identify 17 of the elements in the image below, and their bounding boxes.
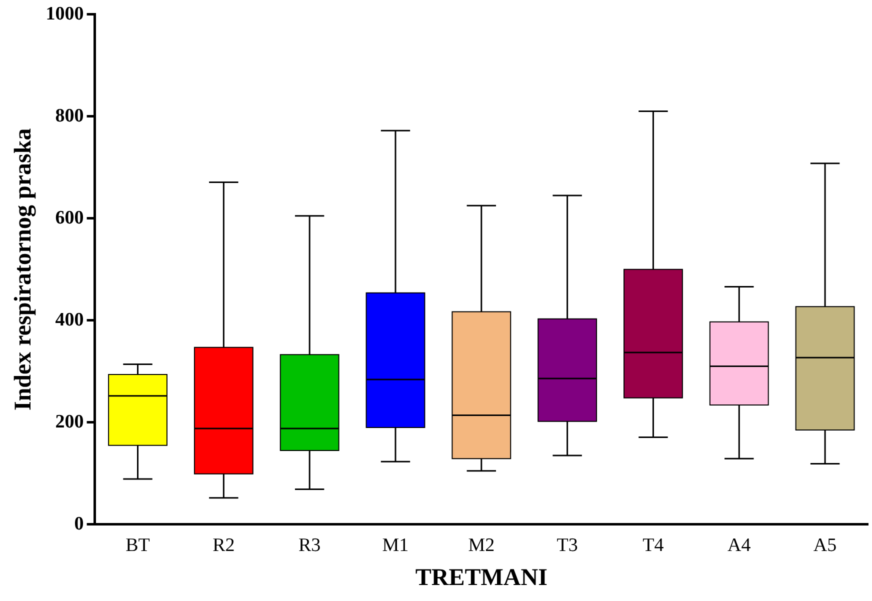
x-tick-label: A5 [813,534,837,556]
x-tick-label: R3 [298,534,321,556]
x-axis-title: TRETMANI [415,564,548,591]
y-tick-label: 800 [55,105,84,126]
x-tick-label: BT [126,534,150,556]
x-tick-label: M2 [468,534,495,556]
x-tick-label: M1 [382,534,409,556]
y-tick-label: 400 [55,309,84,330]
y-axis-title: Index respiratornog praska [10,128,37,411]
y-tick-label: 600 [55,207,84,228]
x-tick-label: T3 [556,534,578,556]
y-tick-label: 0 [74,513,84,534]
y-tick-label: 200 [55,411,84,432]
x-tick-label: A4 [728,534,752,556]
x-tick-label: T4 [642,534,664,556]
y-tick-label: 1000 [46,3,84,24]
x-tick-label: R2 [212,534,235,556]
